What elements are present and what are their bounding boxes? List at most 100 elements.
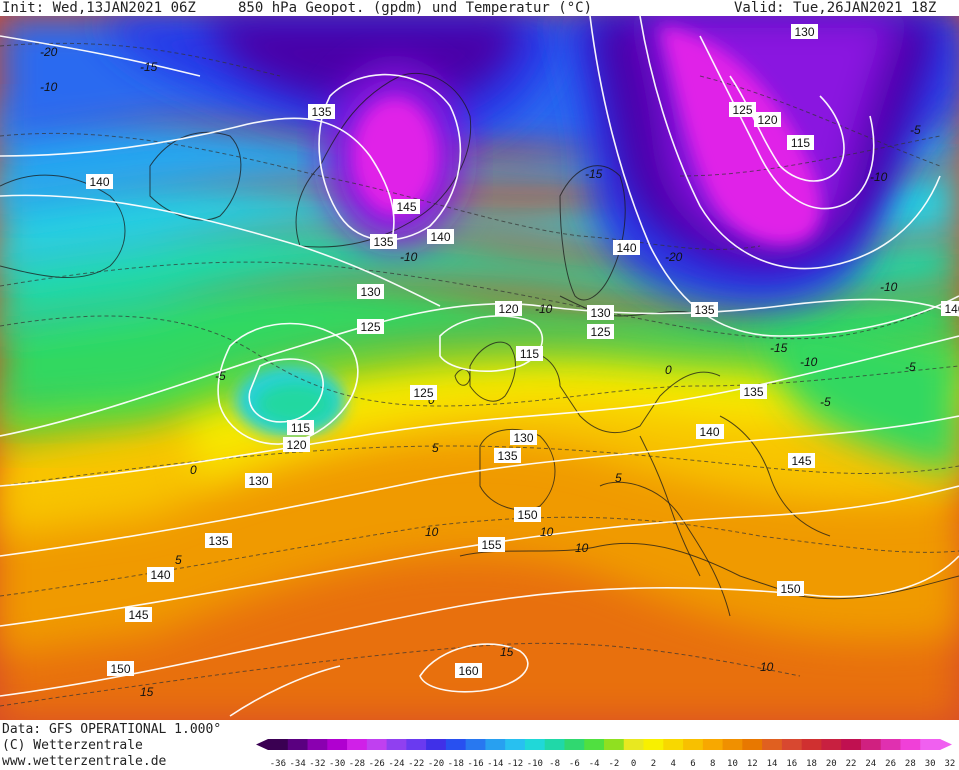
svg-text:120: 120 (286, 438, 306, 452)
temperature-labels: -20 -15 -10 -5 0 5 10 15 -15 -20 -10 -5 -10 -5 -15 -10 -… (40, 45, 921, 699)
legend-tick-label: -6 (569, 759, 580, 769)
legend-tick-label: 16 (786, 759, 797, 769)
svg-text:150: 150 (517, 508, 537, 522)
temperature-label: -10 (40, 80, 58, 94)
legend-swatch (781, 739, 803, 750)
geopotential-label: 140 (613, 240, 640, 255)
legend-swatch (742, 739, 763, 750)
geopotential-label: 160 (455, 663, 482, 678)
valid-time: Valid: Tue,26JAN2021 18Z (734, 0, 937, 16)
legend-left-arrow (256, 739, 268, 750)
temperature-label: -20 (40, 45, 58, 59)
legend-swatch (426, 739, 447, 750)
svg-text:135: 135 (311, 105, 331, 119)
svg-text:130: 130 (590, 306, 610, 320)
legend-swatch (386, 739, 407, 750)
legend-right-arrow (940, 739, 952, 750)
legend-swatch (643, 739, 664, 750)
svg-text:135: 135 (694, 303, 714, 317)
temperature-label: 10 (575, 541, 589, 555)
legend-swatch (762, 739, 783, 750)
temperature-isotherms (0, 42, 959, 707)
geopotential-label: 115 (787, 135, 814, 150)
geopotential-label: 130 (245, 473, 272, 488)
legend-tick-label: 8 (710, 759, 715, 769)
svg-text:135: 135 (743, 385, 763, 399)
legend-tick-label: 30 (925, 759, 936, 769)
legend-swatch (801, 739, 822, 750)
legend-swatch (564, 739, 585, 750)
svg-text:150: 150 (780, 582, 800, 596)
svg-text:140: 140 (150, 568, 170, 582)
geopotential-label: 140 (86, 174, 113, 189)
geopotential-label: 130 (510, 430, 537, 445)
legend-tick-label: 22 (846, 759, 857, 769)
svg-text:120: 120 (498, 302, 518, 316)
temperature-label: -5 (910, 123, 921, 137)
temperature-label: 10 (540, 525, 554, 539)
legend-tick-label: -24 (388, 759, 404, 769)
geopotential-label: 115 (516, 346, 543, 361)
geopotential-label: 115 (287, 420, 314, 435)
legend-swatch (623, 739, 645, 750)
geopotential-label: 125 (357, 319, 384, 334)
legend-swatch (604, 739, 625, 750)
temperature-field (0, 16, 959, 720)
legend-tick-label: 12 (747, 759, 758, 769)
legend-swatch (880, 739, 901, 750)
svg-text:120: 120 (757, 113, 777, 127)
legend-tick-label: -4 (589, 759, 600, 769)
temperature-label: -10 (535, 302, 553, 316)
legend-swatch (524, 739, 546, 750)
website-link[interactable]: www.wetterzentrale.de (2, 754, 167, 769)
geopotential-label: 130 (587, 305, 614, 320)
geopotential-label: 125 (587, 324, 614, 339)
legend-tick-label: 26 (885, 759, 896, 769)
svg-text:145: 145 (128, 608, 148, 622)
temperature-label: 0 (665, 363, 672, 377)
svg-text:135: 135 (373, 235, 393, 249)
legend-tick-label: -12 (507, 759, 523, 769)
map-canvas: -20 -15 -10 -5 0 5 10 15 -15 -20 -10 -5 -10 -5 -15 -10 -… (0, 16, 959, 720)
svg-text:140: 140 (944, 302, 959, 316)
legend-tick-label: -16 (467, 759, 483, 769)
geopotential-label: 120 (283, 437, 310, 452)
temperature-label: -5 (905, 360, 916, 374)
legend-swatch (268, 739, 289, 750)
temperature-label: -15 (140, 60, 158, 74)
legend-swatch (327, 739, 348, 750)
svg-text:130: 130 (794, 25, 814, 39)
legend-tick-label: -20 (428, 759, 444, 769)
temperature-label: 5 (432, 441, 439, 455)
legend-swatch (722, 739, 743, 750)
svg-text:140: 140 (699, 425, 719, 439)
legend-tick-label: -18 (448, 759, 464, 769)
legend-swatch (287, 739, 309, 750)
legend-swatch (821, 739, 842, 750)
geopotential-label: 145 (788, 453, 815, 468)
legend-swatch (307, 739, 328, 750)
init-time: Init: Wed,13JAN2021 06Z (2, 0, 196, 16)
geopotential-label: 135 (308, 104, 335, 119)
temperature-label: 5 (175, 553, 182, 567)
geopotential-label: 125 (729, 102, 756, 117)
geopotential-label: 155 (478, 537, 505, 552)
svg-text:155: 155 (481, 538, 501, 552)
geopotential-label: 145 (125, 607, 152, 622)
temperature-label: -10 (800, 355, 818, 369)
legend-tick-label: -28 (349, 759, 365, 769)
legend-swatch (860, 739, 882, 750)
temperature-label: 0 (190, 463, 197, 477)
chart-title: 850 hPa Geopot. (gpdm) und Temperatur (°… (238, 0, 593, 16)
svg-text:115: 115 (791, 136, 810, 150)
geopotential-labels: 130 135 140 145 140 135 130 125 120 115 125 115 120 1… (86, 24, 959, 678)
temperature-label: 10 (760, 660, 774, 674)
legend-swatch (465, 739, 486, 750)
temperature-label: -10 (870, 170, 888, 184)
legend-tick-label: 24 (865, 759, 876, 769)
temperature-label: -15 (770, 341, 788, 355)
geopotential-label: 130 (791, 24, 818, 39)
legend-tick-label: 10 (727, 759, 738, 769)
legend-tick-label: -22 (408, 759, 424, 769)
legend-tick-label: 0 (631, 759, 636, 769)
